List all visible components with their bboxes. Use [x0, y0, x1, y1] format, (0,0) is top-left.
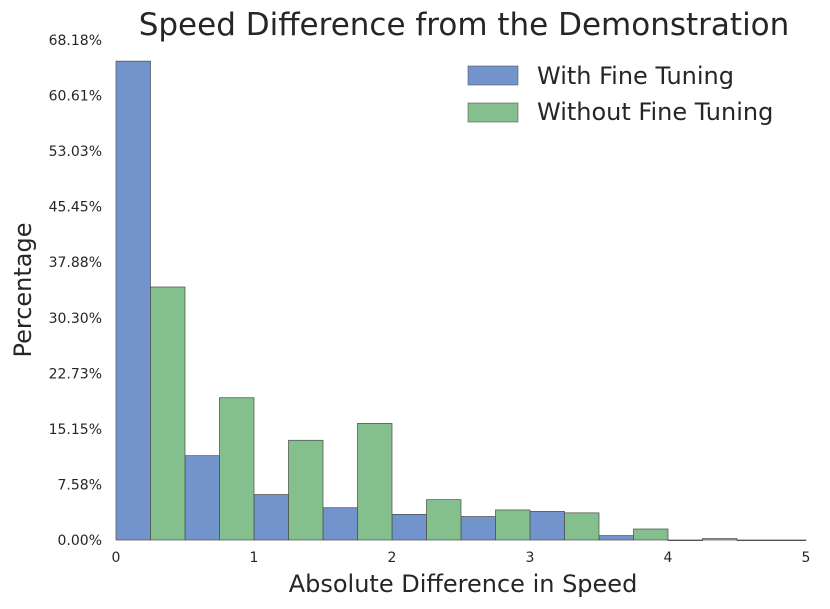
bar-without-fine-tuning-7 — [633, 528, 669, 541]
y-tick-label: 68.18% — [49, 33, 102, 49]
x-tick-label: 2 — [388, 550, 397, 566]
bar-with-fine-tuning-3 — [322, 507, 358, 541]
y-tick-labels: 0.00% 7.58% 15.15% 22.73% 30.30% 37.88% 45.45%… — [49, 33, 102, 549]
x-tick-label: 1 — [250, 550, 259, 566]
y-tick-label: 60.61% — [49, 89, 102, 105]
x-axis-label: Absolute Difference in Speed — [289, 570, 638, 598]
bar-with-fine-tuning-5 — [460, 516, 496, 541]
x-tick-label: 0 — [112, 550, 121, 566]
x-tick-label: 4 — [664, 550, 673, 566]
bar-with-fine-tuning-6 — [529, 511, 565, 541]
legend-swatch-without-fine-tuning — [467, 102, 519, 123]
y-axis-label: Percentage — [9, 222, 37, 357]
legend-swatch-with-fine-tuning — [467, 65, 519, 86]
y-tick-label: 22.73% — [49, 366, 102, 382]
bar-without-fine-tuning-2 — [288, 439, 324, 541]
legend-label-with-fine-tuning: With Fine Tuning — [537, 62, 734, 90]
bar-without-fine-tuning-4 — [426, 499, 462, 541]
chart-title: Speed Difference from the Demonstration — [139, 7, 790, 43]
bar-with-fine-tuning-9 — [736, 539, 772, 541]
x-tick-labels: 0 1 2 3 4 5 — [112, 550, 811, 566]
x-tick-label: 5 — [802, 550, 811, 566]
legend: With Fine Tuning Without Fine Tuning — [467, 62, 773, 126]
y-tick-label: 37.88% — [49, 255, 102, 271]
y-tick-label: 30.30% — [49, 311, 102, 327]
x-tick-label: 3 — [526, 550, 535, 566]
bar-without-fine-tuning-6 — [564, 512, 600, 541]
y-tick-label: 53.03% — [49, 144, 102, 160]
y-tick-label: 0.00% — [58, 533, 102, 549]
bar-with-fine-tuning-4 — [391, 513, 427, 541]
bar-without-fine-tuning-0 — [150, 286, 186, 541]
bar-without-fine-tuning-1 — [219, 397, 255, 541]
legend-label-without-fine-tuning: Without Fine Tuning — [537, 98, 773, 126]
bar-with-fine-tuning-1 — [184, 455, 220, 541]
bar-without-fine-tuning-5 — [495, 509, 531, 541]
bar-with-fine-tuning-7 — [598, 535, 634, 541]
bar-with-fine-tuning-8 — [667, 539, 703, 541]
y-tick-label: 7.58% — [58, 477, 102, 493]
y-tick-label: 15.15% — [49, 422, 102, 438]
bar-without-fine-tuning-9 — [771, 539, 807, 541]
bar-with-fine-tuning-0 — [115, 60, 151, 541]
bar-without-fine-tuning-3 — [357, 423, 393, 541]
bar-without-fine-tuning-8 — [702, 538, 738, 541]
bar-with-fine-tuning-2 — [253, 494, 289, 541]
y-tick-label: 45.45% — [49, 200, 102, 216]
bars-group — [115, 60, 807, 541]
